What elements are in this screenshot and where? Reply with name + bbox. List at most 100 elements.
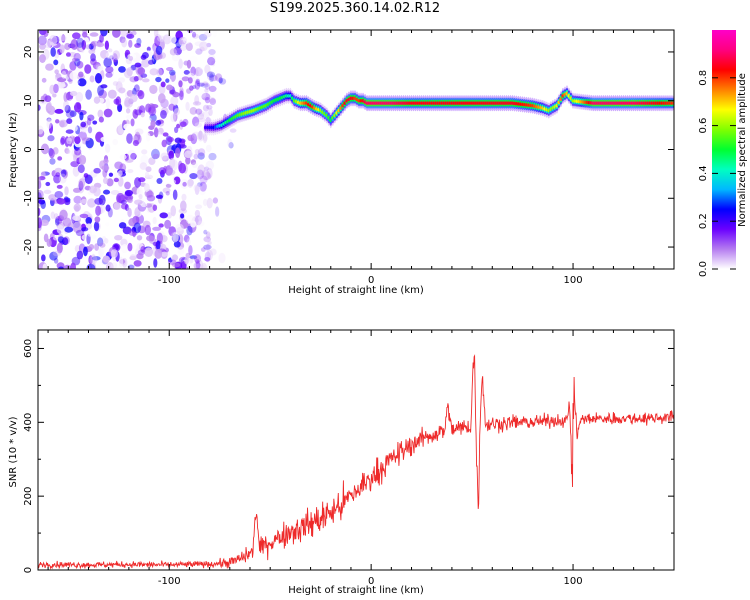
spectrogram-noise-cell bbox=[173, 241, 181, 248]
spectrogram-noise-cell bbox=[133, 76, 139, 82]
spectrogram-noise-cell bbox=[56, 224, 65, 235]
spectrogram-noise-cell bbox=[193, 76, 201, 84]
spectrogram-noise-cell bbox=[169, 157, 176, 169]
spectrogram-noise-cell bbox=[94, 243, 100, 251]
spectrogram-noise-cell bbox=[106, 261, 114, 269]
spectrogram-noise-cell bbox=[72, 187, 81, 193]
snr-xlabel: Height of straight line (km) bbox=[288, 585, 424, 596]
spectrogram-noise-cell bbox=[110, 189, 120, 195]
spectrogram-noise-cell bbox=[218, 252, 226, 264]
spectrogram-noise-cell bbox=[185, 214, 195, 224]
spectrogram-noise-cell bbox=[197, 152, 205, 160]
spectrogram-noise-cell bbox=[103, 237, 109, 244]
spectrogram-noise-cell bbox=[205, 231, 211, 238]
spectrogram-noise-cell bbox=[65, 129, 74, 134]
spectrogram-noise-cell bbox=[74, 148, 82, 156]
spectrogram-noise-cell bbox=[155, 76, 162, 83]
spectrogram-noise-cell bbox=[195, 78, 200, 85]
spectrogram-noise-cell bbox=[144, 183, 150, 193]
spectrogram-ytick-label: 0 bbox=[23, 146, 34, 152]
colorbar: 0.0 0.2 0.4 0.6 0.8 Normalized spectral ampl… bbox=[698, 30, 748, 277]
spectrogram-noise-cell bbox=[178, 58, 183, 69]
spectrogram-noise-cell bbox=[73, 102, 82, 113]
colorbar-label: Normalized spectral amplitude bbox=[737, 73, 748, 227]
spectrogram-noise-cell bbox=[64, 104, 71, 114]
spectrogram-noise-cell bbox=[145, 166, 152, 173]
spectrogram-noise-cell bbox=[39, 43, 46, 50]
spectrogram-noise-cell bbox=[89, 75, 95, 83]
spectrogram-noise-cell bbox=[102, 189, 111, 195]
spectrogram-noise-cell bbox=[112, 138, 119, 146]
spectrogram-noise-cell bbox=[153, 127, 159, 138]
spectrogram-noise-cell bbox=[93, 221, 100, 232]
spectrogram-noise-cell bbox=[197, 164, 206, 176]
spectrogram-noise-cell bbox=[172, 189, 178, 201]
spectrogram-noise-cell bbox=[92, 90, 100, 98]
spectrogram-noise-cell bbox=[112, 30, 121, 38]
spectrogram-noise-cell bbox=[87, 114, 95, 121]
spectrogram-noise-cell bbox=[191, 33, 199, 39]
spectrogram-noise-cell bbox=[56, 184, 63, 189]
spectrogram-noise-cell bbox=[105, 66, 114, 74]
spectrogram-noise-cell bbox=[146, 46, 151, 52]
spectrogram-noise-cell bbox=[72, 215, 81, 221]
spectrogram-noise-cell bbox=[88, 255, 94, 265]
spectrogram-noise-cell bbox=[67, 98, 77, 107]
spectrogram-noise-cell bbox=[227, 138, 233, 148]
spectrogram-noise-cell bbox=[50, 47, 56, 57]
spectrogram-noise-cell bbox=[70, 161, 79, 168]
spectrogram-noise-cell bbox=[208, 152, 217, 161]
spectrogram-noise-cell bbox=[172, 159, 178, 171]
spectrogram-noise-cell bbox=[74, 205, 80, 213]
spectrogram-noise-cell bbox=[191, 31, 197, 38]
spectrogram-noise-cell bbox=[174, 84, 179, 92]
spectrogram-noise-cell bbox=[119, 154, 127, 160]
spectrogram-noise-cell bbox=[125, 108, 131, 114]
spectrogram-noise-cell bbox=[189, 85, 194, 91]
spectrogram-noise-cell bbox=[175, 147, 181, 159]
spectrogram-noise-cell bbox=[86, 117, 92, 126]
spectrogram-noise-cell bbox=[200, 247, 206, 252]
spectrogram-noise-cell bbox=[172, 231, 179, 243]
spectrogram-noise-cell bbox=[188, 245, 193, 256]
spectrogram-noise-cell bbox=[65, 52, 71, 57]
colorbar-tick-label: 0.4 bbox=[698, 165, 709, 181]
spectrogram-noise-cell bbox=[212, 30, 217, 38]
spectrogram-noise-cell bbox=[152, 226, 162, 231]
spectrogram-noise-cell bbox=[117, 170, 123, 177]
spectrogram-noise-cell bbox=[156, 68, 163, 77]
spectrogram-noise-cell bbox=[108, 163, 115, 169]
spectrogram-noise-cell bbox=[59, 209, 68, 221]
spectrogram-noise-cell bbox=[126, 133, 133, 144]
spectrogram-noise-cell bbox=[180, 213, 185, 219]
spectrogram-noise-cell bbox=[130, 152, 137, 160]
spectrogram-noise-cell bbox=[154, 34, 162, 46]
spectrogram-noise-cell bbox=[194, 254, 202, 261]
spectrogram-noise-cell bbox=[194, 122, 202, 128]
spectrogram-noise-cell bbox=[206, 71, 216, 78]
snr-series-line bbox=[38, 354, 674, 570]
spectrogram-noise-cell bbox=[60, 169, 67, 178]
spectrogram-noise-cell bbox=[209, 248, 217, 256]
spectrogram-noise-cell bbox=[201, 262, 207, 269]
spectrogram-noise-cell bbox=[158, 67, 164, 76]
spectrogram-noise-cell bbox=[167, 179, 177, 185]
spectrogram-noise-cell bbox=[204, 88, 209, 93]
colorbar-tick-label: 0.2 bbox=[698, 213, 709, 229]
spectrogram-noise-cell bbox=[162, 187, 171, 194]
spectrogram-noise-cell bbox=[206, 42, 212, 48]
spectrogram-noise-cell bbox=[170, 96, 179, 106]
spectrogram-noise-cell bbox=[138, 193, 143, 200]
spectrogram-noise-cell bbox=[196, 102, 204, 112]
spectrogram-noise-cell bbox=[74, 136, 81, 145]
spectrogram-noise-cell bbox=[74, 244, 81, 253]
spectrogram-noise-cell bbox=[204, 96, 210, 104]
spectrogram-noise-cell bbox=[99, 97, 105, 104]
snr-ylabel: SNR (10 * v/v) bbox=[8, 416, 19, 487]
spectrogram-noise-cell bbox=[64, 226, 74, 233]
spectrogram-noise-cell bbox=[78, 71, 84, 78]
colorbar-ticks: 0.0 0.2 0.4 0.6 0.8 bbox=[698, 70, 736, 277]
spectrogram-noise-cell bbox=[207, 54, 216, 66]
snr-series-layer bbox=[38, 354, 674, 570]
spectrogram-noise-cell bbox=[54, 108, 64, 114]
